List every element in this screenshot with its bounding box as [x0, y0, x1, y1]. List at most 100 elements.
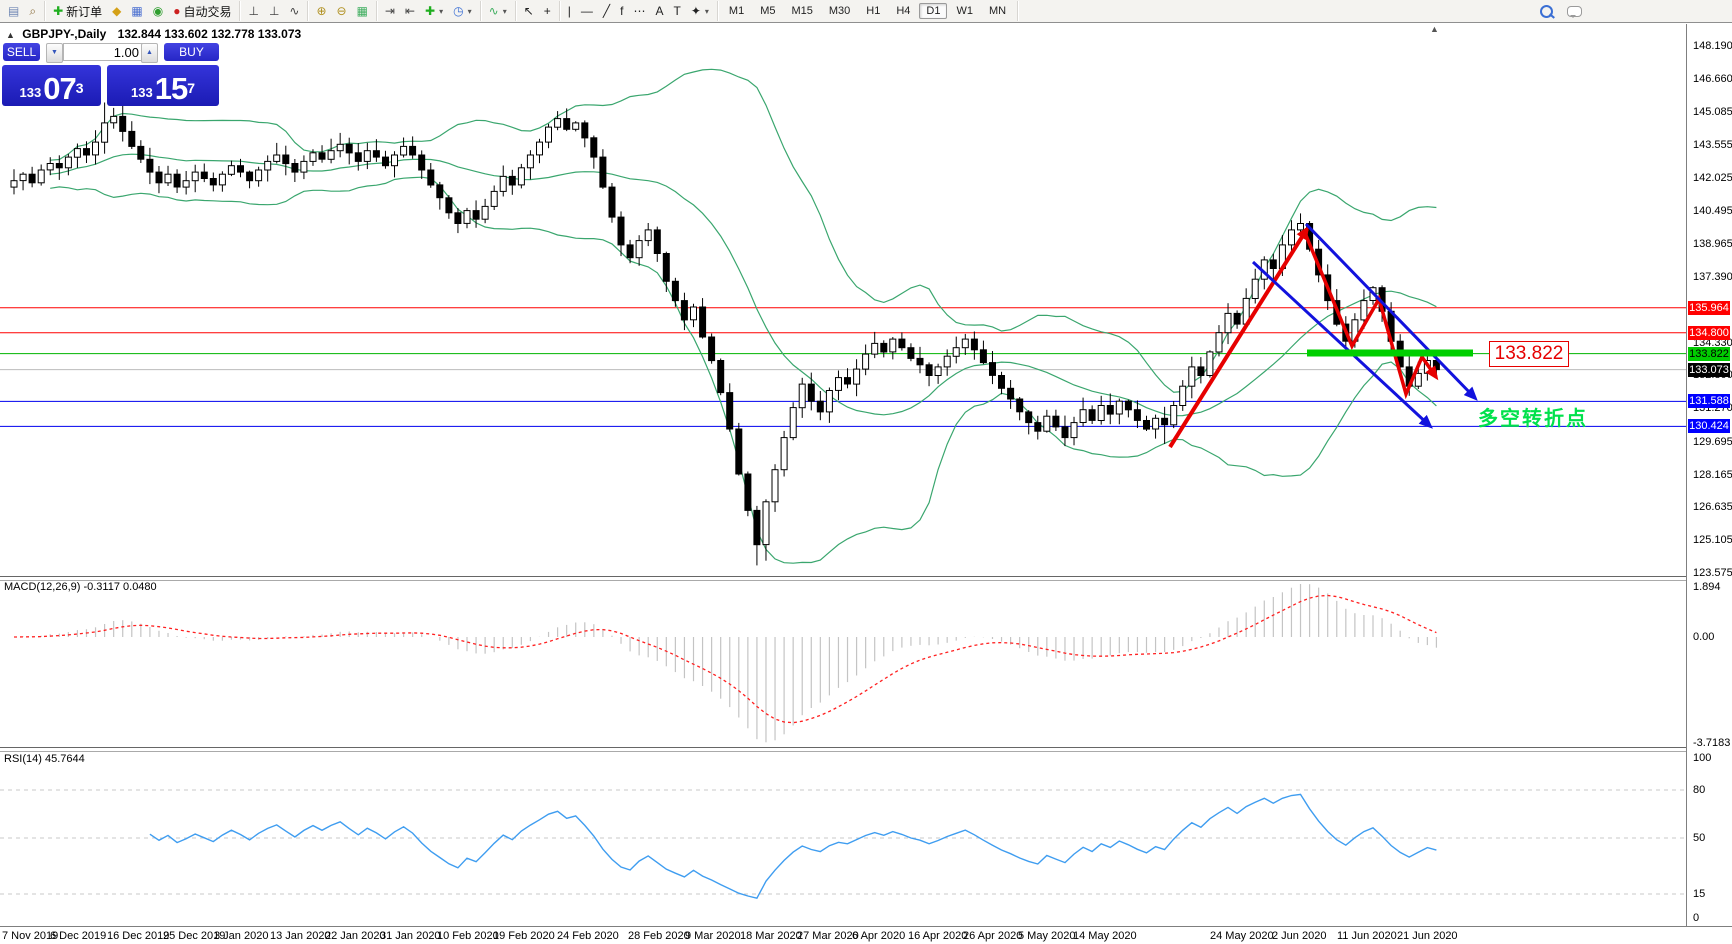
rsi-axis-label: 0: [1693, 912, 1700, 924]
blue-trendline-2[interactable]: [1304, 222, 1478, 401]
date-label: 11 Jun 2020: [1337, 930, 1397, 942]
rsi-indicator-canvas[interactable]: [0, 750, 1686, 926]
macd-axis-label: 0.00: [1693, 631, 1715, 643]
periods-icon: ◷: [453, 4, 464, 18]
channel-icon[interactable]: ⋯: [629, 3, 649, 19]
templates-icon[interactable]: ∿ ▾: [485, 3, 511, 19]
crosshair-icon: +: [543, 4, 551, 18]
panel-separator-rsi[interactable]: [0, 747, 1732, 752]
profiles-icon[interactable]: ⌕: [25, 3, 40, 19]
fibonacci-icon: f: [620, 4, 624, 18]
cursor-icon[interactable]: ↖: [520, 3, 538, 19]
arrows-icon-dropdown[interactable]: ▾: [704, 6, 709, 16]
rsi-axis-label: 50: [1693, 832, 1706, 844]
candle-chart-mode-icon[interactable]: ⊥: [265, 3, 283, 19]
chat-icon[interactable]: [1567, 5, 1582, 18]
indicator-list-icon[interactable]: ◆: [108, 3, 125, 19]
trendline-icon[interactable]: ╱: [599, 3, 614, 19]
price-tick-label: 129.695: [1693, 435, 1732, 448]
templates-icon: ∿: [488, 4, 499, 18]
chart-shift-icon[interactable]: ⇤: [401, 3, 419, 19]
tf-button-M15[interactable]: M15: [791, 5, 813, 17]
date-label: 10 Feb 2020: [437, 930, 499, 942]
tf-button-M5[interactable]: M5: [760, 5, 776, 17]
tf-button-H4[interactable]: H4: [896, 5, 911, 17]
price-badge-130.424: 130.424: [1688, 419, 1730, 434]
rsi-label: RSI(14) 45.7644: [4, 753, 85, 765]
metaeditor-icon[interactable]: ▦: [127, 3, 146, 19]
chart-symbol-period: GBPJPY-,Daily: [22, 27, 107, 41]
arrows-icon: ✦: [690, 4, 701, 18]
rsi-axis-label: 100: [1693, 752, 1712, 764]
red-uptrend-arrow[interactable]: [1168, 225, 1310, 449]
auto-trading-button[interactable]: ● 自动交易: [169, 2, 235, 21]
price-tick-label: 125.105: [1693, 534, 1732, 547]
text-icon[interactable]: A: [651, 3, 667, 19]
volume-decrease-button[interactable]: ▼: [46, 43, 63, 63]
tf-button-D1[interactable]: D1: [919, 3, 948, 19]
strategy-radar-icon[interactable]: ◉: [149, 3, 167, 19]
blue-trendline-1[interactable]: [1251, 260, 1433, 429]
buy-button[interactable]: BUY: [164, 43, 219, 61]
date-label: 16 Dec 2019: [107, 930, 170, 942]
one-click-trading-panel: SELL ▼ ▲ BUY 133 07 3 133 15 7: [2, 42, 220, 106]
tf-button-M1[interactable]: M1: [728, 5, 745, 17]
buy-price-display[interactable]: 133 15 7: [107, 65, 219, 106]
auto-trading-button: ●: [173, 4, 181, 18]
chart-window-icon[interactable]: ▤: [4, 3, 23, 19]
profiles-icon: ⌕: [29, 4, 37, 18]
line-chart-mode-icon[interactable]: ∿: [285, 3, 303, 19]
drawn-trend-objects[interactable]: [1168, 222, 1478, 449]
chart-window-icon: ▤: [8, 4, 20, 18]
date-label: 26 Apr 2020: [963, 930, 1023, 942]
price-chart-canvas[interactable]: [0, 24, 1686, 576]
fibonacci-icon[interactable]: f: [616, 3, 627, 19]
volume-input[interactable]: [63, 43, 143, 61]
red-zigzag-arrow[interactable]: [1303, 232, 1439, 400]
price-tick-label: 126.635: [1693, 501, 1732, 514]
tf-button-H1[interactable]: H1: [866, 5, 881, 17]
search-icon[interactable]: [1540, 4, 1553, 18]
scroll-to-end-marker[interactable]: ▲: [1430, 24, 1439, 34]
annotation-note-cn[interactable]: 多空转折点: [1478, 408, 1588, 430]
date-label: 6 Apr 2020: [852, 930, 906, 942]
add-indicator-icon[interactable]: ✚ ▾: [421, 3, 447, 19]
auto-scroll-icon[interactable]: ⇥: [381, 3, 399, 19]
horizontal-line-icon[interactable]: —: [577, 3, 597, 19]
zoom-out-icon[interactable]: ⊖: [333, 3, 351, 19]
macd-indicator-canvas[interactable]: [0, 579, 1686, 747]
bar-chart-mode-icon[interactable]: ⊥: [244, 3, 262, 19]
metaeditor-icon: ▦: [131, 4, 143, 18]
vertical-line-icon[interactable]: |: [564, 3, 575, 19]
buy-price-pips: 15: [154, 71, 188, 106]
add-indicator-icon-dropdown[interactable]: ▾: [439, 6, 444, 16]
channel-icon: ⋯: [633, 4, 646, 18]
crosshair-icon[interactable]: +: [540, 3, 555, 19]
templates-icon-dropdown[interactable]: ▾: [502, 6, 507, 16]
sell-price-display[interactable]: 133 07 3: [2, 65, 101, 106]
new-order-button[interactable]: ✚ 新订单: [49, 2, 106, 21]
zoom-in-icon[interactable]: ⊕: [312, 3, 330, 19]
date-label: 27 Mar 2020: [797, 930, 859, 942]
collapse-arrow-icon[interactable]: ▲: [6, 30, 15, 40]
strategy-radar-icon: ◉: [152, 4, 164, 18]
price-tick-label: 140.495: [1693, 204, 1732, 217]
periods-icon-dropdown[interactable]: ▾: [467, 6, 472, 16]
tf-button-W1[interactable]: W1: [956, 5, 973, 17]
date-label: 16 Apr 2020: [908, 930, 968, 942]
text-label-icon[interactable]: T: [670, 3, 685, 19]
green-support-bar[interactable]: [1307, 349, 1473, 357]
price-badge-131.588: 131.588: [1688, 394, 1730, 409]
sell-button[interactable]: SELL: [3, 43, 40, 61]
volume-increase-button[interactable]: ▲: [141, 43, 158, 63]
tile-windows-icon[interactable]: ▦: [353, 3, 372, 19]
arrows-icon[interactable]: ✦ ▾: [687, 3, 713, 19]
periods-icon[interactable]: ◷ ▾: [449, 3, 476, 19]
price-callout-textbox[interactable]: 133.822: [1489, 341, 1569, 367]
panel-separator-macd[interactable]: [0, 576, 1732, 581]
indicator-list-icon: ◆: [112, 4, 122, 18]
date-label: 25 Dec 2019: [163, 930, 226, 942]
tf-button-M30[interactable]: M30: [828, 5, 851, 17]
tf-button-MN[interactable]: MN: [988, 5, 1007, 17]
date-label: 18 Mar 2020: [740, 930, 802, 942]
